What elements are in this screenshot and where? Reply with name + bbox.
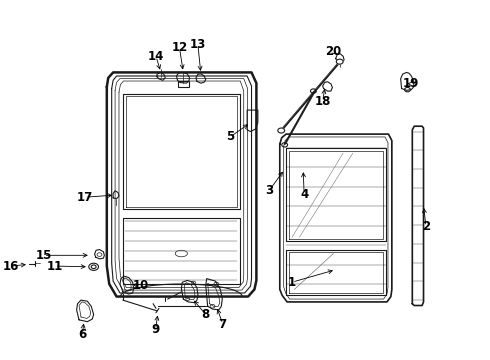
Text: 10: 10 (133, 279, 149, 292)
Text: 8: 8 (201, 308, 210, 321)
Text: 4: 4 (300, 188, 308, 201)
Text: 12: 12 (172, 41, 188, 54)
Bar (178, 81, 189, 87)
Circle shape (278, 128, 285, 133)
Text: 19: 19 (403, 77, 419, 90)
Text: 9: 9 (151, 323, 160, 336)
Text: 16: 16 (2, 260, 19, 273)
Text: 13: 13 (190, 38, 206, 51)
Text: 2: 2 (422, 220, 430, 233)
Text: 5: 5 (226, 130, 234, 144)
Text: 11: 11 (47, 260, 63, 273)
Text: 6: 6 (78, 328, 87, 341)
Text: 20: 20 (325, 45, 342, 58)
Text: 15: 15 (35, 249, 51, 262)
Text: 3: 3 (265, 184, 273, 197)
Text: 14: 14 (148, 50, 164, 63)
Text: 17: 17 (77, 191, 93, 204)
Text: 1: 1 (288, 276, 296, 289)
Circle shape (336, 59, 343, 64)
Text: 18: 18 (315, 95, 331, 108)
Text: 7: 7 (219, 318, 227, 331)
